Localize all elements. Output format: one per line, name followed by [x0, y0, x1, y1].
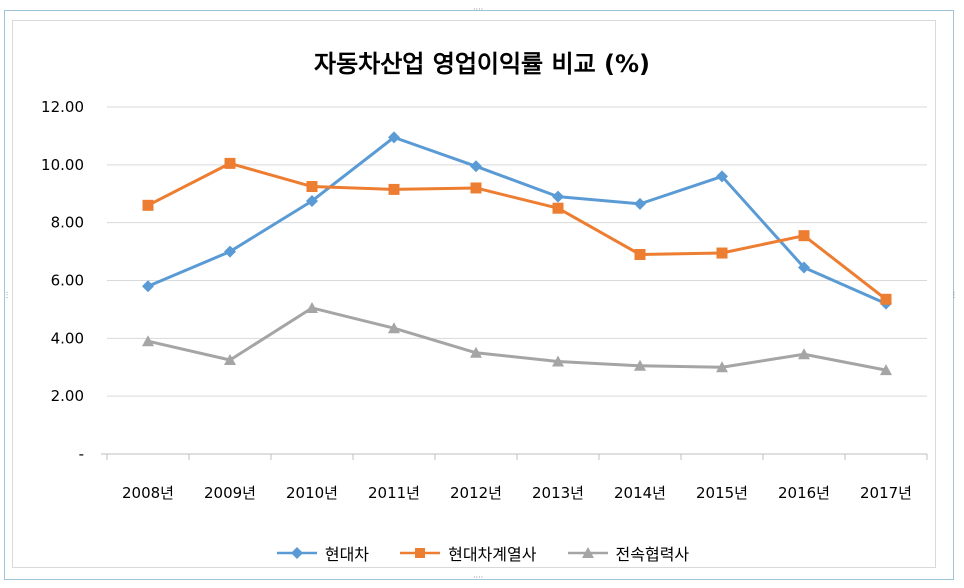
x-tick-label: 2014년	[614, 484, 666, 502]
series-line	[147, 135, 887, 306]
y-tick-label: 6.00	[51, 272, 84, 290]
data-point	[880, 293, 892, 305]
data-point	[306, 194, 318, 207]
data-point	[388, 322, 400, 334]
data-point	[798, 261, 810, 274]
data-point	[470, 346, 482, 358]
y-tick-label: 12.00	[41, 98, 84, 116]
y-tick-label: 10.00	[41, 156, 84, 174]
y-tick-label: 8.00	[51, 214, 84, 232]
x-tick-label: 2015년	[696, 484, 748, 502]
series-line	[147, 306, 887, 372]
data-point	[716, 247, 728, 259]
y-tick-label: 4.00	[51, 329, 84, 347]
legend-line-diamond-icon	[276, 547, 317, 559]
y-tick-label: -	[79, 445, 84, 463]
x-tick-label: 2012년	[450, 484, 502, 502]
data-point	[388, 131, 400, 144]
data-point	[634, 359, 646, 371]
legend-label: 현대차	[324, 545, 370, 564]
data-point	[470, 182, 482, 194]
data-point	[306, 301, 318, 313]
legend-item-suppliers: 전속협력사	[566, 541, 690, 565]
legend-line-square-icon	[400, 548, 441, 558]
data-point	[798, 230, 810, 242]
resize-handle-right[interactable]: ···	[949, 291, 958, 299]
data-point	[142, 199, 154, 211]
data-point	[224, 157, 236, 169]
data-point	[634, 248, 646, 260]
legend-item-affiliates: 현대차계열사	[398, 541, 536, 565]
data-point	[716, 170, 728, 183]
x-tick-label: 2010년	[286, 484, 338, 502]
data-point	[224, 245, 236, 258]
data-point	[142, 335, 154, 347]
x-tick-label: 2009년	[204, 484, 256, 502]
legend: 현대차 현대차계열사 전속협력사	[0, 541, 964, 565]
legend-label: 전속협력사	[615, 545, 690, 564]
legend-item-hyundai: 현대차	[275, 541, 369, 565]
data-point	[552, 190, 564, 203]
x-tick-label: 2016년	[778, 484, 830, 502]
data-point	[388, 183, 400, 195]
x-tick-label: 2013년	[532, 484, 584, 502]
chart-area	[12, 20, 936, 568]
chart-title: 자동차산업 영업이익률 비교 (%)	[313, 50, 650, 78]
x-tick-label: 2011년	[368, 484, 420, 502]
data-point	[142, 280, 154, 293]
legend-label: 현대차계열사	[448, 545, 537, 564]
legend-line-triangle-icon	[567, 547, 608, 558]
resize-handle-bottom[interactable]: ····	[473, 573, 484, 582]
data-point	[552, 355, 564, 367]
data-point	[552, 202, 564, 214]
resize-handle-top[interactable]: ····	[473, 5, 484, 14]
x-tick-label: 2008년	[122, 484, 174, 502]
data-point	[880, 364, 892, 376]
data-point	[224, 354, 236, 366]
data-point	[634, 197, 646, 210]
series-line	[147, 161, 887, 301]
resize-handle-left[interactable]: ···	[2, 291, 11, 299]
data-point	[716, 361, 728, 373]
data-point	[798, 348, 810, 360]
data-point	[306, 181, 318, 193]
x-tick-label: 2017년	[860, 484, 912, 502]
y-tick-label: 2.00	[51, 387, 84, 405]
data-point	[470, 160, 482, 173]
